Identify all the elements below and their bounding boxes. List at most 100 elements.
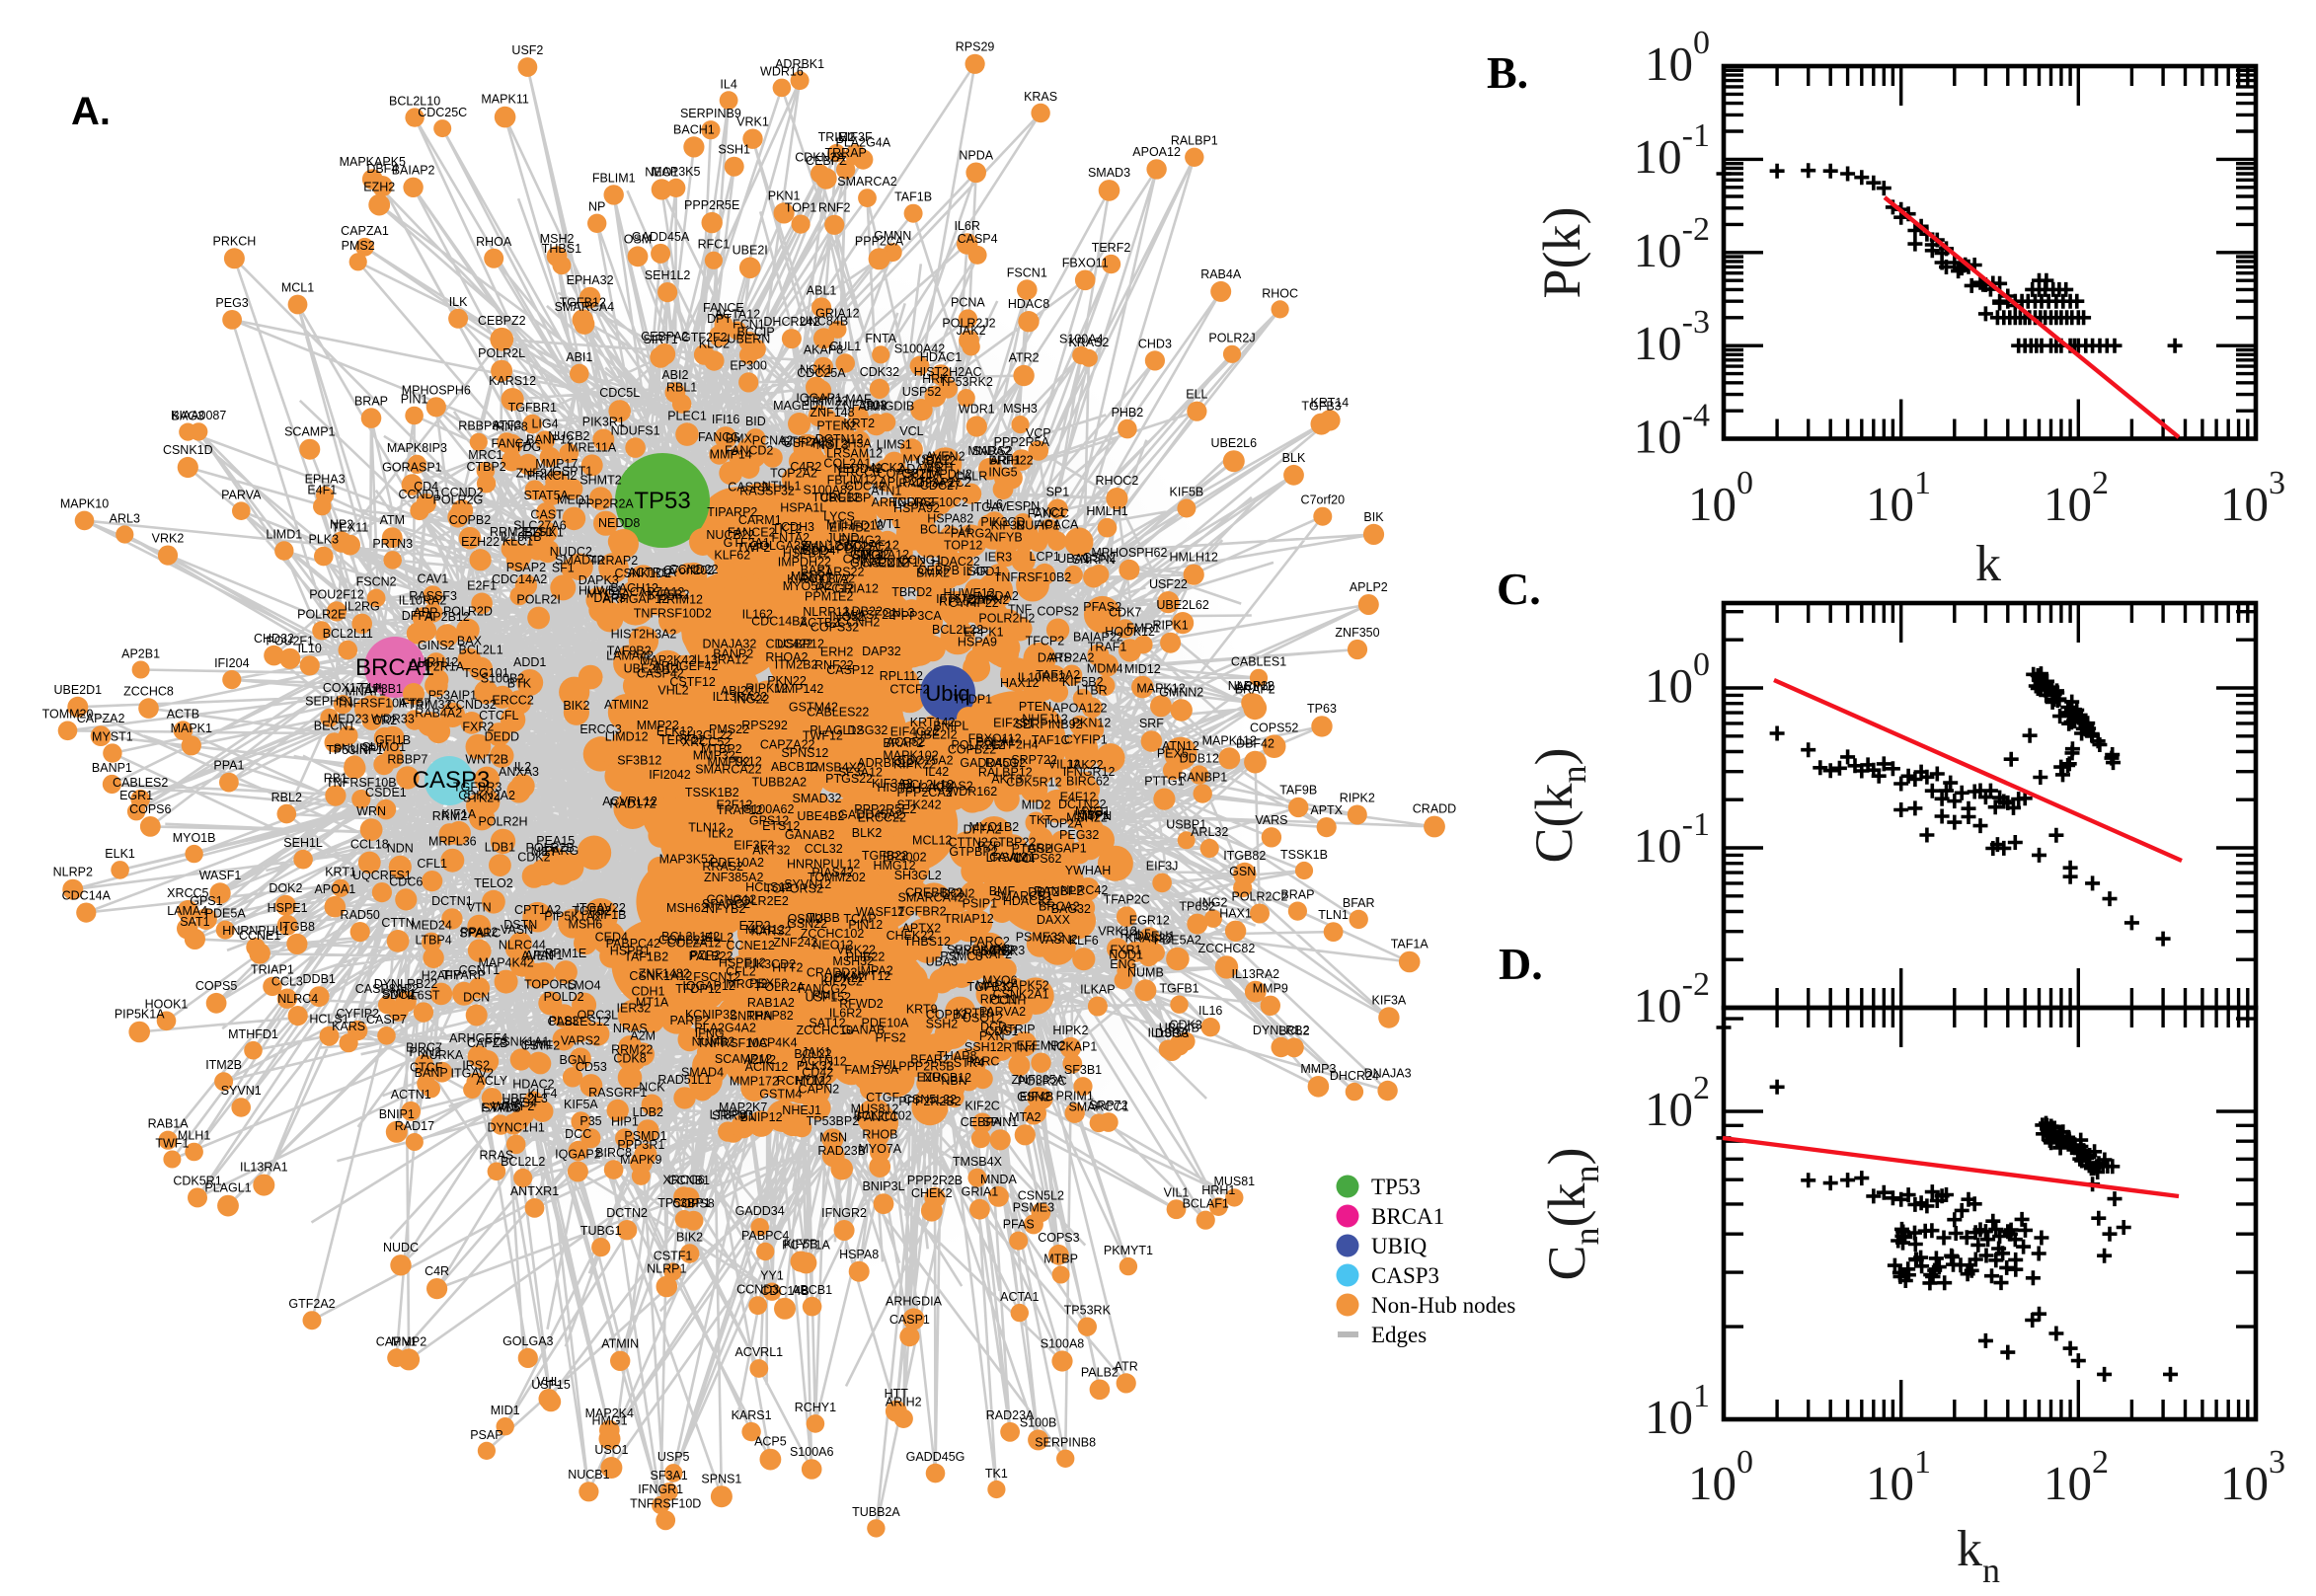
svg-text:MID1: MID1 [491, 1404, 520, 1417]
svg-text:TERF2: TERF2 [1092, 241, 1131, 255]
svg-text:RAB1A2: RAB1A2 [747, 996, 795, 1010]
svg-text:ING2: ING2 [1198, 896, 1227, 910]
svg-text:CHEK2: CHEK2 [911, 1186, 953, 1200]
svg-text:ATN1: ATN1 [871, 485, 901, 498]
svg-text:MMP22: MMP22 [637, 719, 679, 732]
svg-text:ATR2: ATR2 [1009, 351, 1040, 365]
svg-text:CHEK22: CHEK22 [887, 929, 935, 943]
svg-text:ABL1: ABL1 [807, 283, 837, 297]
svg-text:PSMD1: PSMD1 [624, 1129, 666, 1143]
svg-text:RASGRF1: RASGRF1 [588, 1086, 647, 1100]
svg-text:Non-Hub nodes: Non-Hub nodes [1371, 1293, 1515, 1318]
svg-text:HIST2H2AC: HIST2H2AC [914, 365, 982, 379]
svg-text:IL10RB: IL10RB [501, 530, 542, 544]
svg-text:GADD45G: GADD45G [906, 1450, 965, 1464]
svg-text:SRP722: SRP722 [1011, 753, 1057, 767]
svg-text:THAP82: THAP82 [746, 1009, 793, 1023]
svg-text:MAP2K4: MAP2K4 [585, 1406, 634, 1420]
svg-text:MAPKAPK5: MAPKAPK5 [340, 155, 406, 169]
svg-text:ZNF148: ZNF148 [810, 406, 854, 419]
svg-text:PEG3: PEG3 [215, 296, 248, 310]
svg-text:SPARC: SPARC [459, 926, 501, 940]
svg-text:FXR1: FXR1 [1111, 943, 1142, 956]
svg-text:POLA1: POLA1 [975, 734, 1015, 748]
svg-text:LRSAM1: LRSAM1 [986, 851, 1036, 865]
svg-text:MRPL36: MRPL36 [428, 835, 477, 849]
svg-text:NEO1: NEO1 [645, 165, 678, 179]
svg-text:TRRAP: TRRAP [825, 146, 867, 160]
svg-text:ITGAV: ITGAV [970, 500, 1007, 514]
svg-text:ATMIN: ATMIN [601, 1337, 639, 1351]
svg-text:IQGAP1: IQGAP1 [796, 391, 842, 405]
svg-text:TNFRSF10B: TNFRSF10B [326, 776, 397, 790]
svg-text:EZR2: EZR2 [739, 919, 771, 933]
svg-text:EIF3J: EIF3J [1146, 860, 1179, 874]
svg-text:TUBG12: TUBG12 [812, 491, 861, 504]
svg-text:IQGAP2: IQGAP2 [555, 1147, 601, 1161]
svg-text:BNIP3L: BNIP3L [862, 1179, 904, 1193]
svg-text:LIG4: LIG4 [531, 417, 558, 430]
svg-text:NLRC4: NLRC4 [277, 992, 318, 1006]
svg-text:MYST1: MYST1 [92, 729, 133, 743]
svg-text:BAG32: BAG32 [1051, 902, 1091, 916]
svg-text:NLRP2: NLRP2 [53, 866, 93, 879]
svg-text:S100B: S100B [1020, 1415, 1057, 1429]
svg-text:POLR2J2: POLR2J2 [942, 316, 995, 330]
svg-text:LIMD1: LIMD1 [266, 527, 302, 541]
svg-text:CCL32: CCL32 [805, 842, 843, 856]
svg-text:PPP2CA: PPP2CA [855, 234, 904, 248]
svg-text:PZP: PZP [977, 840, 1001, 854]
svg-text:PFS2: PFS2 [875, 1031, 905, 1045]
svg-text:KRT9: KRT9 [906, 1002, 938, 1016]
svg-text:MMP17: MMP17 [535, 457, 578, 471]
svg-text:WASF1: WASF1 [199, 869, 242, 882]
svg-text:HSPB1: HSPB1 [610, 945, 651, 958]
svg-text:MDM4: MDM4 [1087, 661, 1123, 675]
svg-text:NUCB2: NUCB2 [548, 429, 589, 443]
svg-text:FANCC: FANCC [1028, 507, 1069, 521]
svg-text:CFL1: CFL1 [417, 857, 447, 871]
svg-text:POLR2B: POLR2B [526, 841, 575, 855]
svg-text:VHL: VHL [537, 1375, 561, 1389]
svg-text:SPNS1: SPNS1 [701, 1472, 741, 1485]
svg-text:CEBPZ2: CEBPZ2 [478, 314, 526, 328]
svg-text:NDUFS1: NDUFS1 [611, 423, 660, 437]
svg-text:NHEJ1: NHEJ1 [782, 1103, 821, 1117]
svg-text:ACTA12: ACTA12 [715, 307, 760, 321]
svg-text:UBERN: UBERN [728, 332, 771, 345]
svg-text:BNIP1: BNIP1 [379, 1107, 415, 1121]
svg-text:RB1: RB1 [324, 772, 347, 786]
svg-text:ABCB12: ABCB12 [771, 760, 818, 774]
svg-text:TP53: TP53 [634, 488, 690, 514]
svg-text:ACTA1: ACTA1 [1000, 1290, 1039, 1304]
svg-text:EGR1: EGR1 [119, 789, 153, 802]
svg-text:AKT3: AKT3 [991, 773, 1022, 787]
svg-text:CDC42: CDC42 [845, 480, 886, 494]
svg-text:PEX5: PEX5 [1157, 746, 1189, 760]
svg-text:CDH1: CDH1 [631, 985, 664, 999]
svg-text:WDR33: WDR33 [371, 713, 415, 726]
svg-text:EIF4B: EIF4B [1020, 1090, 1054, 1103]
svg-text:NLRP1: NLRP1 [647, 1262, 686, 1276]
svg-text:DBF42: DBF42 [1236, 737, 1274, 751]
svg-text:RPL112: RPL112 [880, 669, 923, 683]
svg-text:TK1: TK1 [985, 1467, 1008, 1481]
svg-text:BIK: BIK [1363, 510, 1384, 524]
svg-text:MYO1B: MYO1B [173, 831, 216, 845]
svg-text:PLEC1: PLEC1 [667, 409, 707, 422]
svg-text:PRKCH2: PRKCH2 [527, 469, 578, 483]
svg-text:CAST: CAST [530, 508, 564, 522]
svg-text:MSH32: MSH32 [832, 954, 874, 968]
svg-text:HCLS1: HCLS1 [309, 1013, 348, 1026]
svg-text:BIRC7: BIRC7 [406, 1040, 442, 1054]
svg-text:GADD34: GADD34 [735, 1204, 785, 1218]
svg-text:ACP5: ACP5 [754, 1435, 787, 1449]
svg-text:HSPB12: HSPB12 [783, 547, 830, 561]
svg-text:ELK1: ELK1 [105, 847, 135, 861]
svg-text:S100A4: S100A4 [1059, 333, 1104, 346]
svg-text:CDK2: CDK2 [517, 851, 550, 865]
svg-text:ZYX: ZYX [972, 592, 997, 606]
svg-text:DHCR24: DHCR24 [1330, 1069, 1379, 1083]
svg-text:MYO7A: MYO7A [858, 1142, 901, 1156]
svg-text:ABI2: ABI2 [661, 368, 688, 382]
